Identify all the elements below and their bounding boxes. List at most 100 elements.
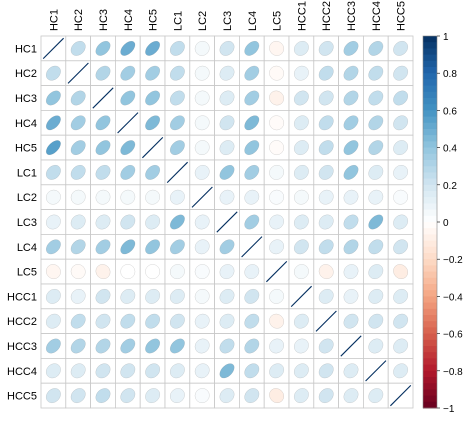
legend-color-step — [423, 129, 437, 136]
correlation-mark-LC2-LC2 — [191, 186, 213, 208]
correlation-mark-HC1-HC4 — [120, 41, 136, 56]
legend-tick-label: −1 — [443, 404, 455, 415]
correlation-mark-HCC5-HCC3 — [343, 388, 359, 403]
legend-color-step — [423, 197, 437, 204]
correlation-mark-HCC5-LC3 — [219, 388, 235, 403]
correlation-mark-HCC5-HC3 — [95, 388, 111, 403]
correlation-mark-HCC5-LC4 — [244, 388, 260, 403]
correlation-mark-LC1-HCC1 — [294, 165, 309, 180]
legend-color-step — [423, 122, 437, 130]
correlation-mark-HC1-HCC4 — [368, 41, 384, 56]
legend-color-step — [423, 364, 437, 372]
legend-color-step — [423, 259, 437, 266]
correlation-mark-LC4-HCC1 — [294, 239, 309, 255]
correlation-mark-HCC3-HCC2 — [318, 338, 334, 354]
correlation-mark-HC1-LC2 — [194, 41, 210, 56]
correlation-mark-LC2-LC1 — [170, 189, 185, 205]
correlation-mark-HCC2-LC5 — [269, 313, 284, 329]
correlation-mark-HC1-LC4 — [244, 41, 260, 56]
correlation-mark-HC2-HCC3 — [343, 65, 359, 81]
row-label-HC5: HC5 — [15, 143, 37, 155]
correlation-mark-HCC5-HC1 — [46, 388, 61, 403]
correlation-mark-HC4-HC1 — [46, 115, 61, 131]
legend-tick-label: −0.8 — [443, 367, 463, 378]
correlation-mark-HCC4-LC5 — [269, 363, 284, 379]
correlation-mark-HCC3-LC2 — [194, 338, 210, 354]
correlation-mark-HCC4-LC1 — [170, 363, 185, 379]
correlation-mark-HCC2-HCC5 — [393, 313, 408, 329]
grid-cell — [387, 308, 414, 334]
correlation-mark-LC5-HC1 — [46, 264, 61, 279]
correlation-mark-HCC4-HC1 — [46, 363, 61, 379]
row-label-HCC5: HCC5 — [7, 391, 37, 403]
correlation-mark-HC5-HCC4 — [368, 140, 384, 155]
correlation-mark-LC1-LC2 — [194, 165, 210, 180]
correlation-mark-HCC1-LC2 — [194, 289, 210, 304]
correlation-mark-HCC1-HC5 — [145, 289, 160, 304]
correlation-mark-HCC5-HCC2 — [318, 388, 334, 403]
correlation-mark-HC2-LC1 — [170, 65, 185, 81]
correlation-mark-HC3-LC1 — [170, 90, 185, 106]
correlation-mark-LC4-HC3 — [95, 239, 111, 255]
correlation-mark-LC4-LC2 — [194, 239, 210, 255]
correlation-mark-LC5-HCC2 — [318, 264, 334, 279]
grid-cell — [65, 159, 92, 186]
correlation-mark-LC5-HCC3 — [343, 264, 359, 279]
legend-tick-label: −0.4 — [443, 292, 463, 303]
legend-color-step — [423, 116, 437, 124]
correlation-mark-HCC3-LC1 — [170, 338, 185, 354]
grid-cell — [40, 283, 67, 310]
correlation-mark-LC4-HC2 — [70, 239, 86, 255]
correlation-mark-LC2-HC2 — [70, 189, 86, 205]
correlation-mark-HCC3-HC4 — [120, 338, 136, 354]
legend-tick-label: 0.8 — [443, 69, 457, 80]
correlation-mark-HCC1-HCC3 — [343, 289, 359, 304]
correlation-mark-LC4-LC5 — [269, 239, 284, 255]
legend-tick-label: 0 — [443, 218, 449, 229]
correlation-mark-HCC4-HCC5 — [393, 363, 408, 379]
legend-color-step — [423, 395, 437, 403]
correlation-mark-HC2-HC3 — [95, 65, 111, 81]
correlation-mark-HC4-HC4 — [117, 112, 139, 134]
legend-color-step — [423, 184, 437, 192]
legend-color-step — [423, 253, 437, 260]
correlation-mark-HCC3-LC3 — [219, 338, 235, 354]
correlation-mark-LC5-LC4 — [244, 264, 260, 279]
grid-cell — [362, 308, 389, 334]
correlation-mark-HC2-HCC1 — [294, 65, 309, 81]
col-label-HC3: HC3 — [98, 9, 110, 31]
legend-color-step — [423, 296, 437, 304]
legend-color-step — [423, 358, 437, 366]
correlation-mark-HC4-LC3 — [219, 115, 235, 131]
correlation-mark-HC5-HC3 — [95, 140, 111, 155]
correlation-mark-LC4-LC1 — [170, 239, 185, 255]
legend-color-step — [423, 60, 437, 68]
col-label-HCC5: HCC5 — [396, 1, 408, 31]
correlation-mark-LC4-HCC5 — [393, 239, 408, 255]
correlation-mark-HC4-HCC1 — [294, 115, 309, 131]
legend-color-step — [423, 333, 437, 341]
correlation-mark-HC2-HC5 — [145, 65, 160, 81]
correlation-mark-HC3-HC2 — [70, 90, 86, 106]
row-label-HCC1: HCC1 — [7, 291, 37, 303]
correlation-mark-LC2-LC3 — [219, 189, 235, 205]
grid-cell — [387, 159, 414, 186]
correlation-mark-HC1-HC3 — [95, 41, 111, 56]
correlation-mark-LC3-LC1 — [170, 214, 185, 230]
legend-color-step — [423, 135, 437, 142]
correlation-mark-HCC1-HCC5 — [393, 289, 408, 304]
col-label-HCC4: HCC4 — [371, 1, 383, 31]
legend-color-step — [423, 209, 437, 217]
correlation-mark-HC5-HC2 — [70, 140, 86, 155]
correlation-mark-LC4-HCC4 — [368, 239, 384, 255]
legend-color-step — [423, 110, 437, 118]
correlation-mark-HCC5-LC5 — [269, 388, 284, 403]
row-label-HC4: HC4 — [15, 118, 37, 130]
correlation-mark-HC3-LC3 — [219, 90, 235, 106]
correlation-mark-HC2-LC2 — [194, 65, 210, 81]
correlation-mark-HC5-LC3 — [219, 140, 235, 155]
correlation-mark-HCC1-HCC1 — [290, 285, 312, 307]
correlation-mark-LC5-HCC5 — [393, 264, 408, 279]
correlation-mark-HCC2-LC2 — [194, 313, 210, 329]
correlation-mark-LC1-HC5 — [145, 165, 160, 180]
